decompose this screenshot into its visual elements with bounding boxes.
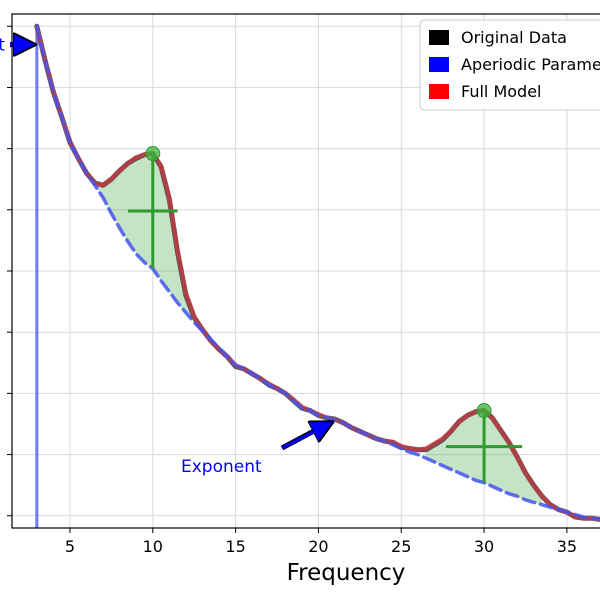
x-axis-label: Frequency [287, 560, 406, 586]
grid-lines [12, 14, 600, 528]
x-tick-label: 25 [391, 537, 411, 556]
x-tick-label: 30 [474, 537, 494, 556]
legend-label-3: Full Model [461, 82, 541, 101]
annotations: Offset Exponent [0, 36, 331, 477]
x-tick-label: 15 [225, 537, 245, 556]
exponent-label: Exponent [181, 457, 262, 477]
legend-swatch-1 [429, 30, 449, 45]
peak-markers [127, 146, 523, 483]
axes: 5 10 15 20 25 30 35 Frequency [7, 13, 600, 586]
x-tick-label: 5 [65, 537, 75, 556]
legend-swatch-3 [429, 84, 449, 99]
series-lines [34, 23, 600, 522]
peak-dot-1 [145, 146, 161, 162]
legend-box [419, 19, 600, 111]
legend-label-2: Aperiodic Parameters [461, 55, 600, 74]
legend-swatch-2 [429, 57, 449, 72]
x-tick-label: 10 [143, 537, 163, 556]
legend-label-1: Original Data [461, 28, 567, 47]
series-aperiodic-parameters [35, 24, 600, 522]
x-tick-label: 35 [557, 537, 577, 556]
peak-dot-2 [476, 403, 492, 419]
legend: Original Data Aperiodic Parameters Full Mo… [419, 19, 600, 111]
offset-label: Offset [0, 36, 5, 56]
x-tick-label: 20 [308, 537, 328, 556]
exponent-arrow [281, 424, 329, 450]
